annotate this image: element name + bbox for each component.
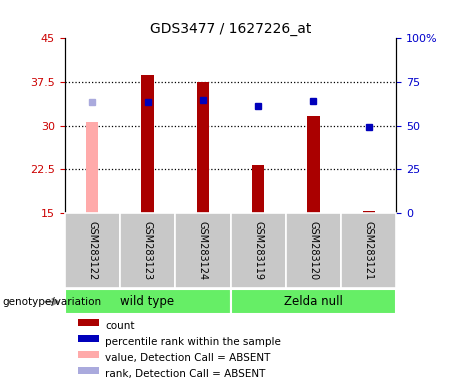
Bar: [77, 367, 99, 374]
Bar: [341, 213, 396, 288]
Bar: [286, 213, 341, 288]
Bar: [230, 213, 286, 288]
Bar: [197, 82, 209, 213]
Bar: [65, 290, 230, 314]
Text: value, Detection Call = ABSENT: value, Detection Call = ABSENT: [105, 353, 271, 363]
Text: GSM283122: GSM283122: [87, 221, 97, 280]
Text: GSM283121: GSM283121: [364, 221, 374, 280]
Bar: [230, 290, 396, 314]
Bar: [77, 351, 99, 358]
Bar: [86, 122, 98, 213]
Text: GSM283120: GSM283120: [308, 221, 319, 280]
Text: GSM283123: GSM283123: [142, 221, 153, 280]
Bar: [65, 213, 120, 288]
Title: GDS3477 / 1627226_at: GDS3477 / 1627226_at: [150, 22, 311, 36]
Text: GSM283124: GSM283124: [198, 221, 208, 280]
Bar: [363, 211, 375, 213]
Text: GSM283119: GSM283119: [253, 221, 263, 280]
Bar: [252, 166, 264, 213]
Text: rank, Detection Call = ABSENT: rank, Detection Call = ABSENT: [105, 369, 266, 379]
Bar: [77, 335, 99, 342]
Text: count: count: [105, 321, 135, 331]
Bar: [120, 213, 175, 288]
Text: percentile rank within the sample: percentile rank within the sample: [105, 337, 281, 347]
Text: wild type: wild type: [120, 295, 175, 308]
Bar: [307, 116, 319, 213]
Bar: [142, 74, 154, 213]
Bar: [77, 319, 99, 326]
Bar: [175, 213, 230, 288]
Text: genotype/variation: genotype/variation: [2, 297, 101, 307]
Text: Zelda null: Zelda null: [284, 295, 343, 308]
